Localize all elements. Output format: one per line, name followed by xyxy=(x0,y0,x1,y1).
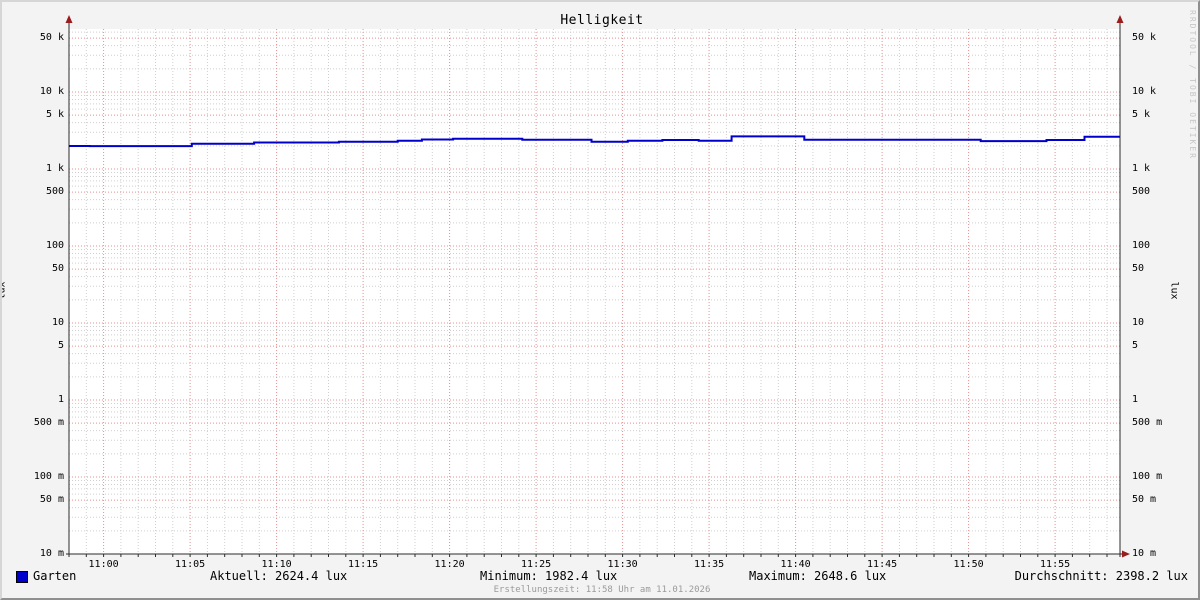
x-tick-label: 11:10 xyxy=(261,559,292,570)
y-tick-label-left: 100 xyxy=(45,240,64,251)
plot-background xyxy=(69,29,1120,554)
y-tick-label-left: 500 xyxy=(45,186,64,198)
y-tick-label-left: 5 k xyxy=(45,109,64,121)
y-tick-label-right: 100 xyxy=(1132,240,1151,251)
x-tick-label: 11:55 xyxy=(1040,559,1071,570)
series-label: Garten xyxy=(33,569,77,583)
y-tick-label-left: 10 m xyxy=(39,548,64,559)
creation-time: Erstellungszeit: 11:58 Uhr am 11.01.2026 xyxy=(493,585,711,595)
y-tick-label-right: 100 m xyxy=(1132,471,1163,482)
y-tick-label-right: 500 m xyxy=(1132,417,1163,429)
x-tick-label: 11:05 xyxy=(175,559,206,570)
y-tick-label-right: 50 k xyxy=(1132,32,1157,44)
y-tick-label-right: 5 xyxy=(1132,340,1139,352)
stat-maximum: Maximum: 2648.6 lux xyxy=(749,569,887,583)
series-color-swatch xyxy=(16,571,28,583)
x-tick-label: 11:15 xyxy=(348,559,379,570)
y-tick-label-right: 1 k xyxy=(1132,163,1151,174)
y-axis-arrow-right xyxy=(1116,15,1124,23)
y-tick-label-left: 500 m xyxy=(33,417,64,429)
y-tick-label-left: 10 k xyxy=(39,86,64,97)
y-tick-label-left: 50 k xyxy=(39,32,64,44)
x-tick-label: 11:40 xyxy=(780,559,811,570)
y-tick-label-right: 10 k xyxy=(1132,86,1157,97)
y-tick-label-right: 5 k xyxy=(1132,109,1151,121)
x-tick-label: 11:00 xyxy=(88,559,119,570)
x-tick-label: 11:30 xyxy=(607,559,638,570)
y-tick-label-left: 10 xyxy=(51,317,64,328)
chart-title: Helligkeit xyxy=(560,13,644,28)
x-tick-label: 11:35 xyxy=(694,559,725,570)
y-tick-label-right: 50 m xyxy=(1132,494,1157,506)
x-tick-label: 11:20 xyxy=(434,559,465,570)
y-axis-label-right: lux xyxy=(1168,281,1180,300)
y-tick-label-right: 1 xyxy=(1132,394,1139,405)
y-tick-label-left: 5 xyxy=(57,340,64,352)
y-tick-label-left: 50 m xyxy=(39,494,64,506)
y-tick-label-left: 1 k xyxy=(45,163,64,174)
y-axis-arrow-left xyxy=(65,15,73,23)
y-tick-label-right: 50 xyxy=(1132,263,1145,275)
y-tick-label-right: 10 xyxy=(1132,317,1145,328)
x-tick-label: 11:50 xyxy=(953,559,984,570)
stat-durchschnitt: Durchschnitt: 2398.2 lux xyxy=(1014,569,1188,583)
x-tick-label: 11:25 xyxy=(521,559,552,570)
x-axis-arrow xyxy=(1122,550,1130,558)
stat-minimum: Minimum: 1982.4 lux xyxy=(480,569,618,583)
rrdtool-watermark: RRDTOOL / TOBI OETIKER xyxy=(1188,10,1197,160)
stat-aktuell: Aktuell: 2624.4 lux xyxy=(210,569,348,583)
y-tick-label-left: 1 xyxy=(57,394,64,405)
y-tick-label-right: 500 xyxy=(1132,186,1151,198)
y-tick-label-left: 50 xyxy=(51,263,64,275)
y-tick-label-left: 100 m xyxy=(33,471,64,482)
series-line-garten xyxy=(69,135,1120,148)
legend: Garten Aktuell: 2624.4 lux Minimum: 1982… xyxy=(2,569,1198,585)
y-tick-label-right: 10 m xyxy=(1132,548,1157,559)
y-axis-label-left: lux xyxy=(0,281,8,300)
x-tick-label: 11:45 xyxy=(867,559,898,570)
